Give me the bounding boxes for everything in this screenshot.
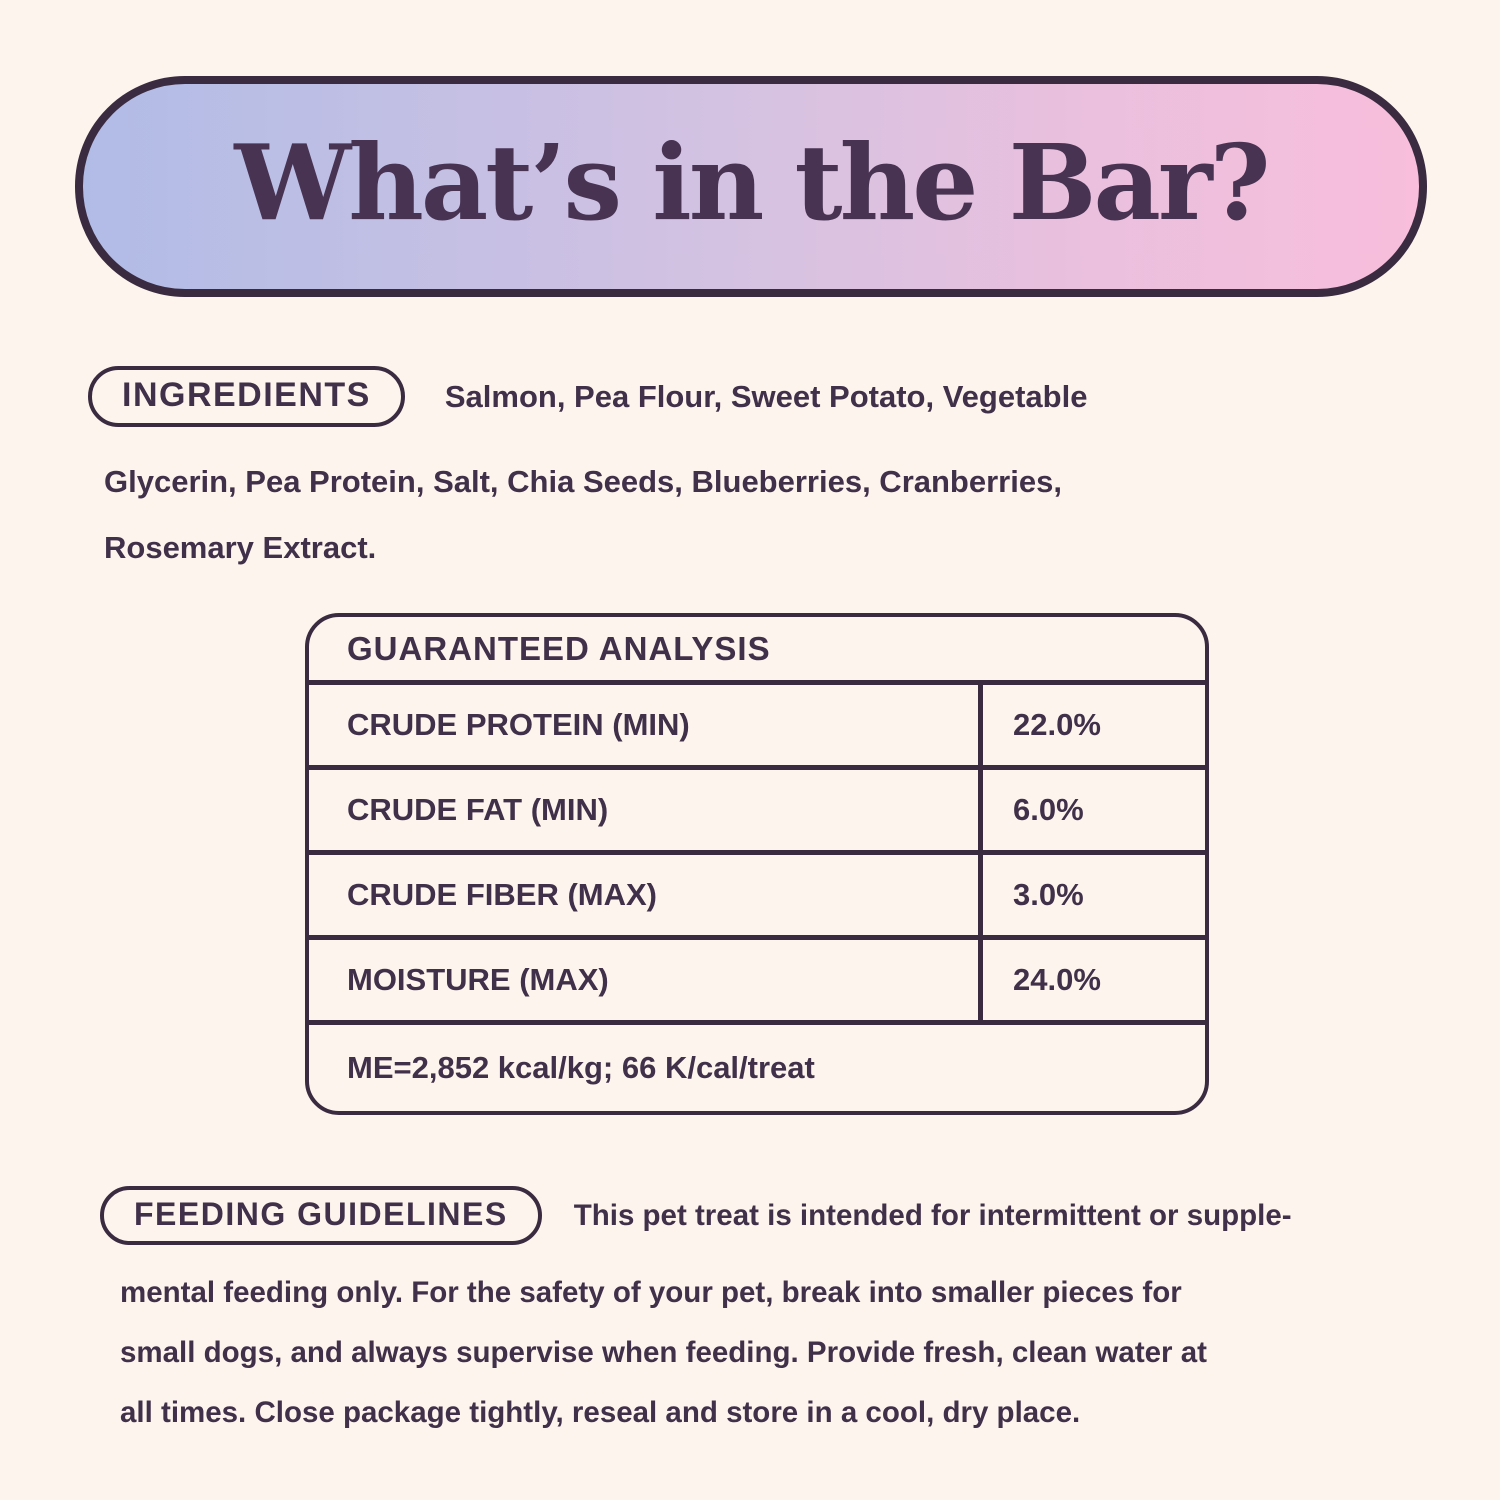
row-value-moisture: 24.0% (978, 940, 1205, 1020)
row-label-crude-fat: CRUDE FAT (MIN) (347, 792, 609, 827)
guaranteed-analysis-table: GUARANTEED ANALYSIS CRUDE PROTEIN (MIN) … (305, 613, 1209, 1115)
ingredients-section: INGREDIENTS Salmon, Pea Flour, Sweet Pot… (88, 366, 1418, 581)
table-row: CRUDE FIBER (MAX) 3.0% (309, 855, 1205, 940)
feeding-text-line-3: small dogs, and always supervise when fe… (120, 1336, 1207, 1369)
row-label-crude-protein: CRUDE PROTEIN (MIN) (347, 707, 690, 742)
table-row: MOISTURE (MAX) 24.0% (309, 940, 1205, 1025)
row-value-crude-protein: 22.0% (978, 685, 1205, 765)
feeding-text-line-1: This pet treat is intended for intermitt… (573, 1198, 1292, 1232)
ingredients-text-line-1: Salmon, Pea Flour, Sweet Potato, Vegetab… (444, 378, 1088, 414)
ingredients-label-pill: INGREDIENTS (88, 366, 405, 427)
feeding-first-line: FEEDING GUIDELINES This pet treat is int… (100, 1186, 1440, 1245)
table-row: CRUDE FAT (MIN) 6.0% (309, 770, 1205, 855)
guaranteed-analysis-title: GUARANTEED ANALYSIS (309, 617, 1205, 685)
row-label-crude-fiber: CRUDE FIBER (MAX) (347, 877, 657, 912)
feeding-text-line-2: mental feeding only. For the safety of y… (120, 1276, 1182, 1309)
row-value-crude-fiber: 3.0% (978, 855, 1205, 935)
row-value-crude-fat: 6.0% (978, 770, 1205, 850)
page-title: What’s in the Bar? (234, 121, 1270, 244)
ingredients-text-line-2: Glycerin, Pea Protein, Salt, Chia Seeds,… (104, 464, 1062, 499)
calorie-content-note: ME=2,852 kcal/kg; 66 K/cal/treat (347, 1050, 815, 1085)
feeding-guidelines-section: FEEDING GUIDELINES This pet treat is int… (100, 1186, 1440, 1443)
table-row: CRUDE PROTEIN (MIN) 22.0% (309, 685, 1205, 770)
row-label-moisture: MOISTURE (MAX) (347, 962, 609, 997)
feeding-guidelines-label-pill: FEEDING GUIDELINES (100, 1186, 542, 1245)
header-banner: What’s in the Bar? (75, 76, 1427, 297)
feeding-text-line-4: all times. Close package tightly, reseal… (120, 1396, 1081, 1429)
ingredients-text-line-3: Rosemary Extract. (104, 530, 377, 565)
ingredients-first-line: INGREDIENTS Salmon, Pea Flour, Sweet Pot… (88, 366, 1418, 427)
